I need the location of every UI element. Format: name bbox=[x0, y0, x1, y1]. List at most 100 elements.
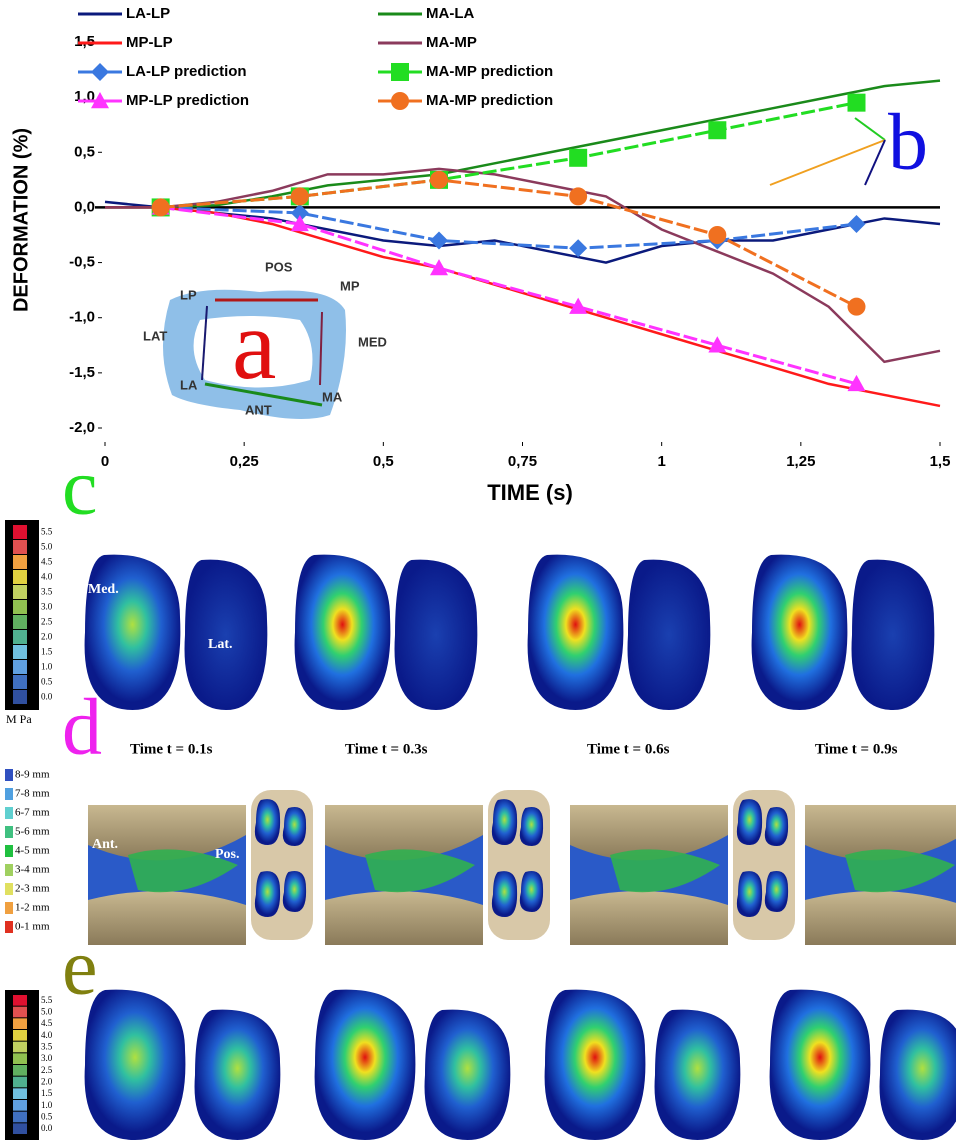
region-label: Lat. bbox=[208, 637, 233, 652]
legend-label: 0-1 mm bbox=[15, 921, 50, 933]
contact-map bbox=[491, 871, 518, 917]
tibia bbox=[325, 891, 483, 945]
inset-diagram: POS MP LP LAT MED LA ANT MA bbox=[143, 259, 387, 419]
legend-label: MA-MP bbox=[426, 34, 477, 51]
legend-label: 5-6 mm bbox=[15, 826, 50, 838]
y-tick-label: -1,5 bbox=[69, 364, 95, 381]
colorbar-cell bbox=[13, 1111, 27, 1123]
contact-map bbox=[519, 871, 544, 912]
colorbar-cell bbox=[13, 585, 27, 599]
colorbar-cell bbox=[13, 1123, 27, 1134]
colorbar-label: 1.5 bbox=[41, 647, 53, 657]
contact bbox=[610, 849, 720, 893]
x-tick-label: 0,25 bbox=[230, 453, 259, 470]
colorbar-label: 0.5 bbox=[41, 1112, 53, 1122]
colorbar-label: 2.5 bbox=[41, 1065, 53, 1075]
colorbar-label: 3.0 bbox=[41, 602, 53, 612]
contact bbox=[128, 849, 238, 893]
colorbar-cell bbox=[13, 1018, 27, 1029]
arrow bbox=[319, 311, 323, 386]
meniscus-shape bbox=[162, 289, 346, 419]
inset-label: MED bbox=[358, 334, 387, 349]
colorbar-label: 1.0 bbox=[41, 662, 53, 672]
marker bbox=[151, 198, 170, 217]
y-axis-title: DEFORMATION (%) bbox=[10, 128, 32, 312]
colorbar-label: 2.0 bbox=[41, 632, 53, 642]
arrow bbox=[204, 382, 323, 407]
femur bbox=[570, 805, 728, 861]
legend-swatch bbox=[5, 807, 13, 819]
contact-map bbox=[544, 989, 646, 1140]
colorbar-label: 3.0 bbox=[41, 1053, 53, 1063]
colorbar-cell bbox=[13, 1065, 27, 1076]
colorbar-label: 1.5 bbox=[41, 1088, 53, 1098]
legend-label: 3-4 mm bbox=[15, 864, 50, 876]
colorbar-label: 2.5 bbox=[41, 617, 53, 627]
colorbar-label: 4.5 bbox=[41, 557, 53, 567]
femur bbox=[805, 805, 956, 861]
colorbar-cell bbox=[13, 675, 27, 689]
legend-label: 6-7 mm bbox=[15, 807, 50, 819]
inset-label: MA bbox=[322, 389, 343, 404]
marker bbox=[708, 226, 727, 244]
colorbar-label: 2.0 bbox=[41, 1077, 53, 1087]
legend-label: 8-9 mm bbox=[15, 769, 50, 781]
colorbar-label: 0.0 bbox=[41, 1123, 53, 1133]
marker bbox=[708, 336, 727, 353]
inset-label: LAT bbox=[143, 328, 167, 343]
y-tick-label: 0,0 bbox=[74, 198, 95, 215]
arrow bbox=[864, 139, 886, 186]
marker bbox=[569, 148, 588, 167]
x-tick-label: 1,5 bbox=[930, 453, 951, 470]
region-label: Med. bbox=[88, 582, 119, 597]
marker bbox=[430, 231, 448, 250]
inset-label: LA bbox=[180, 377, 198, 392]
panel-label: d bbox=[62, 683, 102, 771]
legend-swatch bbox=[5, 826, 13, 838]
marker bbox=[569, 187, 588, 206]
colorbar-cell bbox=[13, 630, 27, 644]
contact-map bbox=[424, 1009, 511, 1140]
legend-label: MP-LP prediction bbox=[126, 92, 249, 109]
contact-map bbox=[84, 989, 186, 1140]
arrow bbox=[201, 305, 208, 381]
marker bbox=[569, 297, 588, 314]
x-tick-label: 1 bbox=[657, 453, 665, 470]
y-tick-label: -2,0 bbox=[69, 419, 95, 436]
colorbar-cell bbox=[13, 540, 27, 554]
contact-map bbox=[314, 989, 416, 1140]
panel-label: a bbox=[232, 289, 276, 400]
arrow bbox=[854, 117, 886, 141]
marker bbox=[847, 297, 866, 316]
marker bbox=[391, 63, 409, 81]
tibia bbox=[88, 891, 246, 945]
colorbar-cell bbox=[13, 690, 27, 704]
data-line bbox=[160, 178, 858, 309]
colorbar-label: 5.0 bbox=[41, 542, 53, 552]
colorbar-label: 0.5 bbox=[41, 677, 53, 687]
colorbar-cell bbox=[13, 1088, 27, 1099]
legend-label: MP-LP bbox=[126, 34, 173, 51]
time-label: Time t = 0.9s bbox=[815, 741, 898, 757]
y-tick-label: 0,5 bbox=[74, 143, 95, 160]
contact-map bbox=[254, 799, 281, 845]
panel-label: c bbox=[62, 443, 98, 531]
contact-map bbox=[282, 871, 307, 912]
colorbar-cell bbox=[13, 1100, 27, 1111]
colorbar-label: 3.5 bbox=[41, 1042, 53, 1052]
contact-map bbox=[736, 871, 763, 917]
y-tick-label: -1,0 bbox=[69, 309, 95, 326]
legend-label: 4-5 mm bbox=[15, 845, 50, 857]
marker bbox=[91, 92, 109, 109]
legend-swatch bbox=[5, 845, 13, 857]
contact-map bbox=[394, 559, 478, 710]
y-tick-label: 1,5 bbox=[74, 33, 95, 50]
colorbar-label: 5.5 bbox=[41, 527, 53, 537]
femur bbox=[88, 805, 246, 861]
legend-swatch bbox=[5, 921, 13, 933]
colorbar-label: 4.5 bbox=[41, 1018, 53, 1028]
inset-label: MP bbox=[340, 278, 360, 293]
colorbar-cell bbox=[13, 1030, 27, 1041]
contact bbox=[365, 849, 475, 893]
time-label: Time t = 0.1s bbox=[130, 741, 213, 757]
